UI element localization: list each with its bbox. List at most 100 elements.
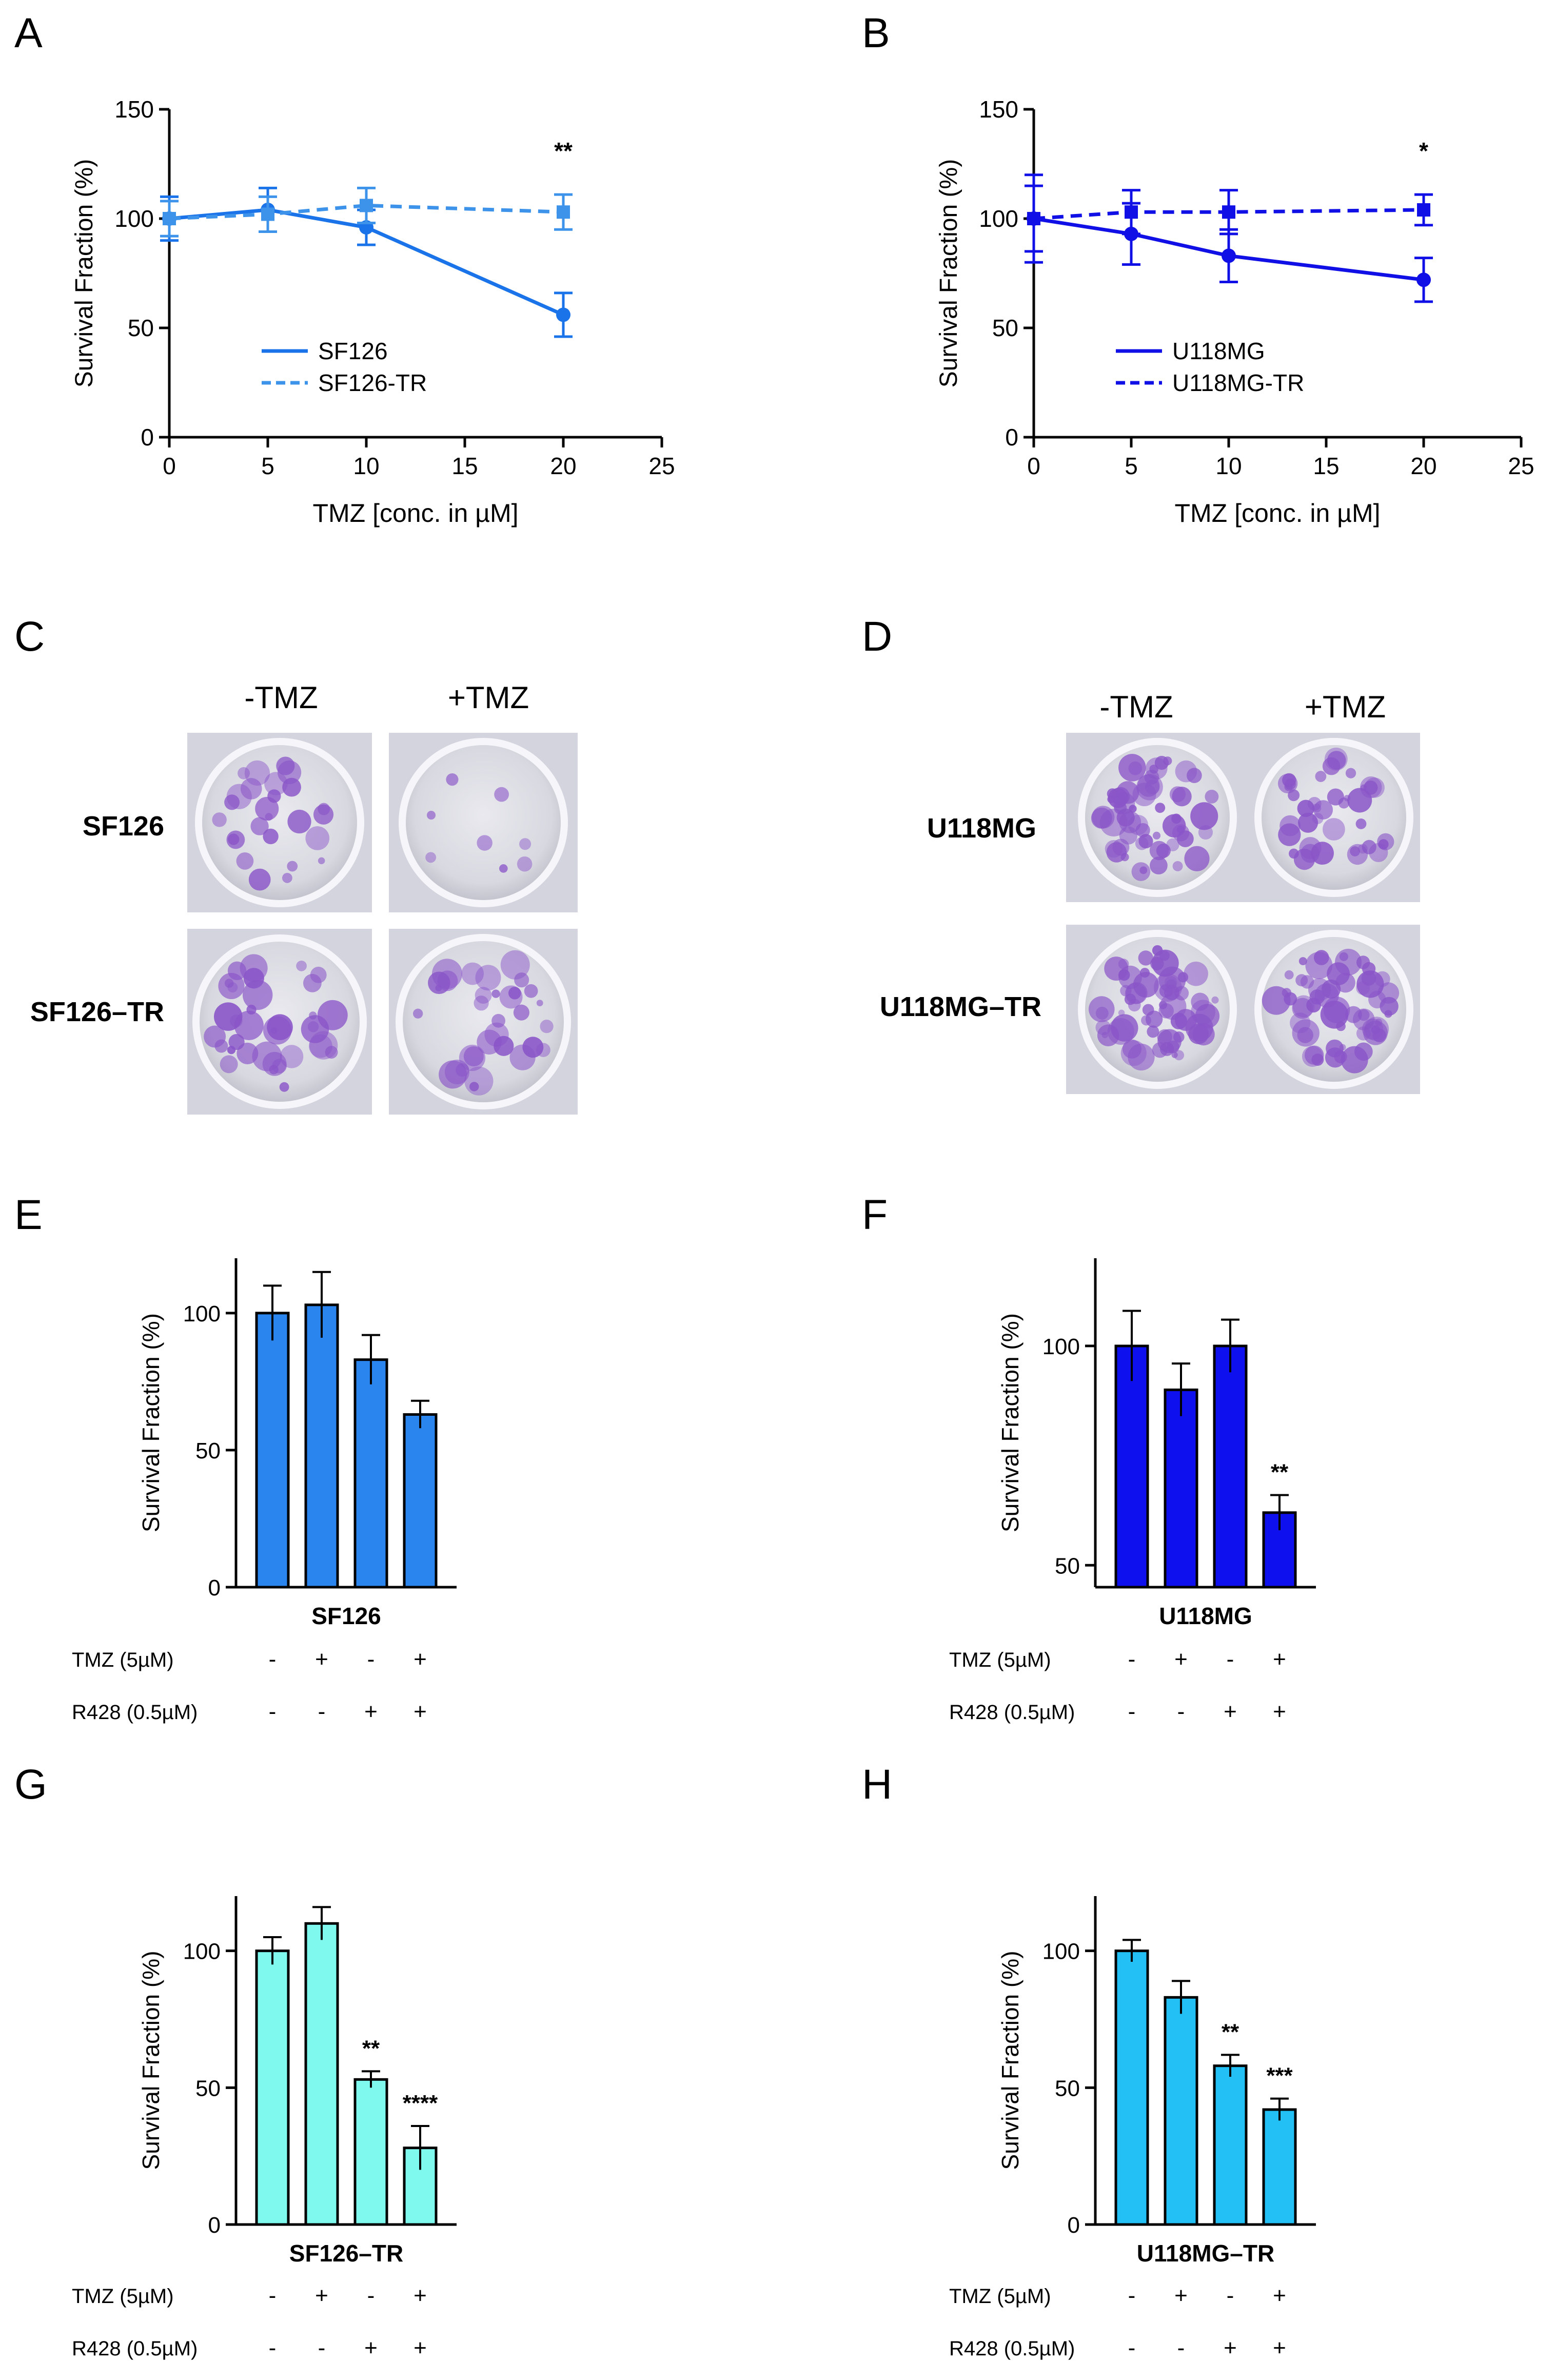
colony <box>263 1016 292 1045</box>
y-tick-label: 100 <box>114 205 154 232</box>
significance-marker: ** <box>362 2036 380 2061</box>
colony <box>1138 950 1153 966</box>
colony <box>494 787 509 802</box>
significance-marker: ** <box>1271 1460 1289 1485</box>
colony <box>536 1000 543 1006</box>
colony <box>491 989 500 998</box>
condition-label: TMZ (5µM) <box>949 2285 1051 2308</box>
y-axis-label: Survival Fraction (%) <box>997 1951 1023 2170</box>
col-label-minus-tmz-d: -TMZ <box>1099 690 1173 724</box>
condition-sign: - <box>318 2335 326 2361</box>
colony <box>279 1082 289 1092</box>
chart-A: 0 50 100 150 0 5 10 15 20 25 TMZ [conc. in µM] Surv… <box>71 96 675 528</box>
row-label-u118mg: U118MG <box>927 813 1036 844</box>
colony <box>1284 970 1294 980</box>
colony <box>1173 1031 1185 1043</box>
condition-sign: + <box>1273 1647 1286 1672</box>
condition-sign: + <box>1224 2335 1237 2361</box>
colony <box>461 962 484 985</box>
legend-label: SF126 <box>318 338 388 364</box>
chart-F: 50 100 Survival Fraction (%) ** U118MG TMZ (5… <box>949 1258 1316 1724</box>
bar <box>1213 2064 1248 2226</box>
panel-letter-D: D <box>862 613 892 660</box>
colony <box>1171 1051 1178 1058</box>
colony <box>244 760 270 786</box>
data-point <box>163 212 176 225</box>
colony <box>303 973 322 992</box>
colony <box>276 756 295 775</box>
legend-label: U118MG <box>1172 338 1265 364</box>
condition-sign: + <box>1224 1699 1237 1724</box>
bar <box>1164 1996 1198 2226</box>
colony <box>509 1044 536 1070</box>
colony <box>1164 985 1179 1000</box>
x-tick-label: 10 <box>353 453 379 479</box>
y-tick-label: 50 <box>1055 2076 1080 2101</box>
significance-marker: **** <box>403 2091 438 2116</box>
colony <box>1293 848 1315 870</box>
bar <box>304 1922 339 2226</box>
colony <box>1322 757 1341 775</box>
colony <box>269 1065 279 1075</box>
condition-sign: + <box>414 1647 427 1672</box>
series-line-u118mg <box>1033 217 1424 282</box>
colony <box>1095 1006 1109 1020</box>
colony <box>1184 846 1210 871</box>
colony <box>439 1060 467 1089</box>
colony <box>1322 818 1345 841</box>
colony <box>228 1033 245 1050</box>
colony <box>1119 811 1141 833</box>
colony <box>517 856 533 872</box>
colony <box>1339 952 1348 961</box>
panel-letter-A: A <box>14 10 43 56</box>
condition-label: TMZ (5µM) <box>949 1649 1051 1671</box>
colony <box>1356 955 1370 969</box>
colony <box>1149 841 1169 861</box>
colony <box>446 773 459 786</box>
colony <box>1135 823 1150 837</box>
colony <box>1155 803 1166 813</box>
colony <box>1152 831 1161 840</box>
colony <box>287 861 298 872</box>
colony <box>1188 1023 1209 1044</box>
data-point <box>1125 205 1138 219</box>
colony <box>242 980 273 1010</box>
colony <box>477 835 493 851</box>
y-tick-label: 100 <box>1042 1334 1080 1359</box>
y-tick-label: 50 <box>195 2076 221 2101</box>
colony <box>513 1004 529 1021</box>
x-tick-label: 5 <box>1125 453 1138 479</box>
bar <box>353 2078 388 2226</box>
y-tick-label: 50 <box>1055 1553 1080 1578</box>
y-tick-label: 100 <box>183 1301 221 1326</box>
colony <box>1354 1042 1373 1061</box>
y-tick-label: 150 <box>114 96 154 123</box>
colony <box>309 1011 317 1020</box>
y-axis-label: Survival Fraction (%) <box>997 1313 1023 1532</box>
condition-sign: + <box>364 1699 378 1724</box>
colony <box>226 830 245 849</box>
colony <box>1313 800 1333 820</box>
condition-sign: + <box>1273 1699 1286 1724</box>
significance-marker: ** <box>554 138 573 164</box>
colony <box>1106 842 1127 863</box>
data-point <box>1416 272 1431 287</box>
colony <box>224 979 234 988</box>
colony <box>1114 801 1127 814</box>
condition-sign: - <box>1227 2283 1234 2308</box>
x-tick-label: 10 <box>1215 453 1242 479</box>
condition-sign: + <box>1273 2335 1286 2361</box>
colony <box>1128 999 1141 1012</box>
colony <box>1137 774 1160 797</box>
group-label: SF126 <box>311 1603 381 1629</box>
colony <box>1334 1050 1347 1064</box>
colony <box>426 811 436 820</box>
colony <box>1355 818 1367 829</box>
colony <box>475 965 501 991</box>
row-label-u118mg-tr: U118MG–TR <box>880 991 1041 1022</box>
colony <box>508 986 521 1000</box>
data-point <box>1222 205 1235 219</box>
x-tick-label: 25 <box>648 453 675 479</box>
colony <box>1157 1029 1173 1045</box>
